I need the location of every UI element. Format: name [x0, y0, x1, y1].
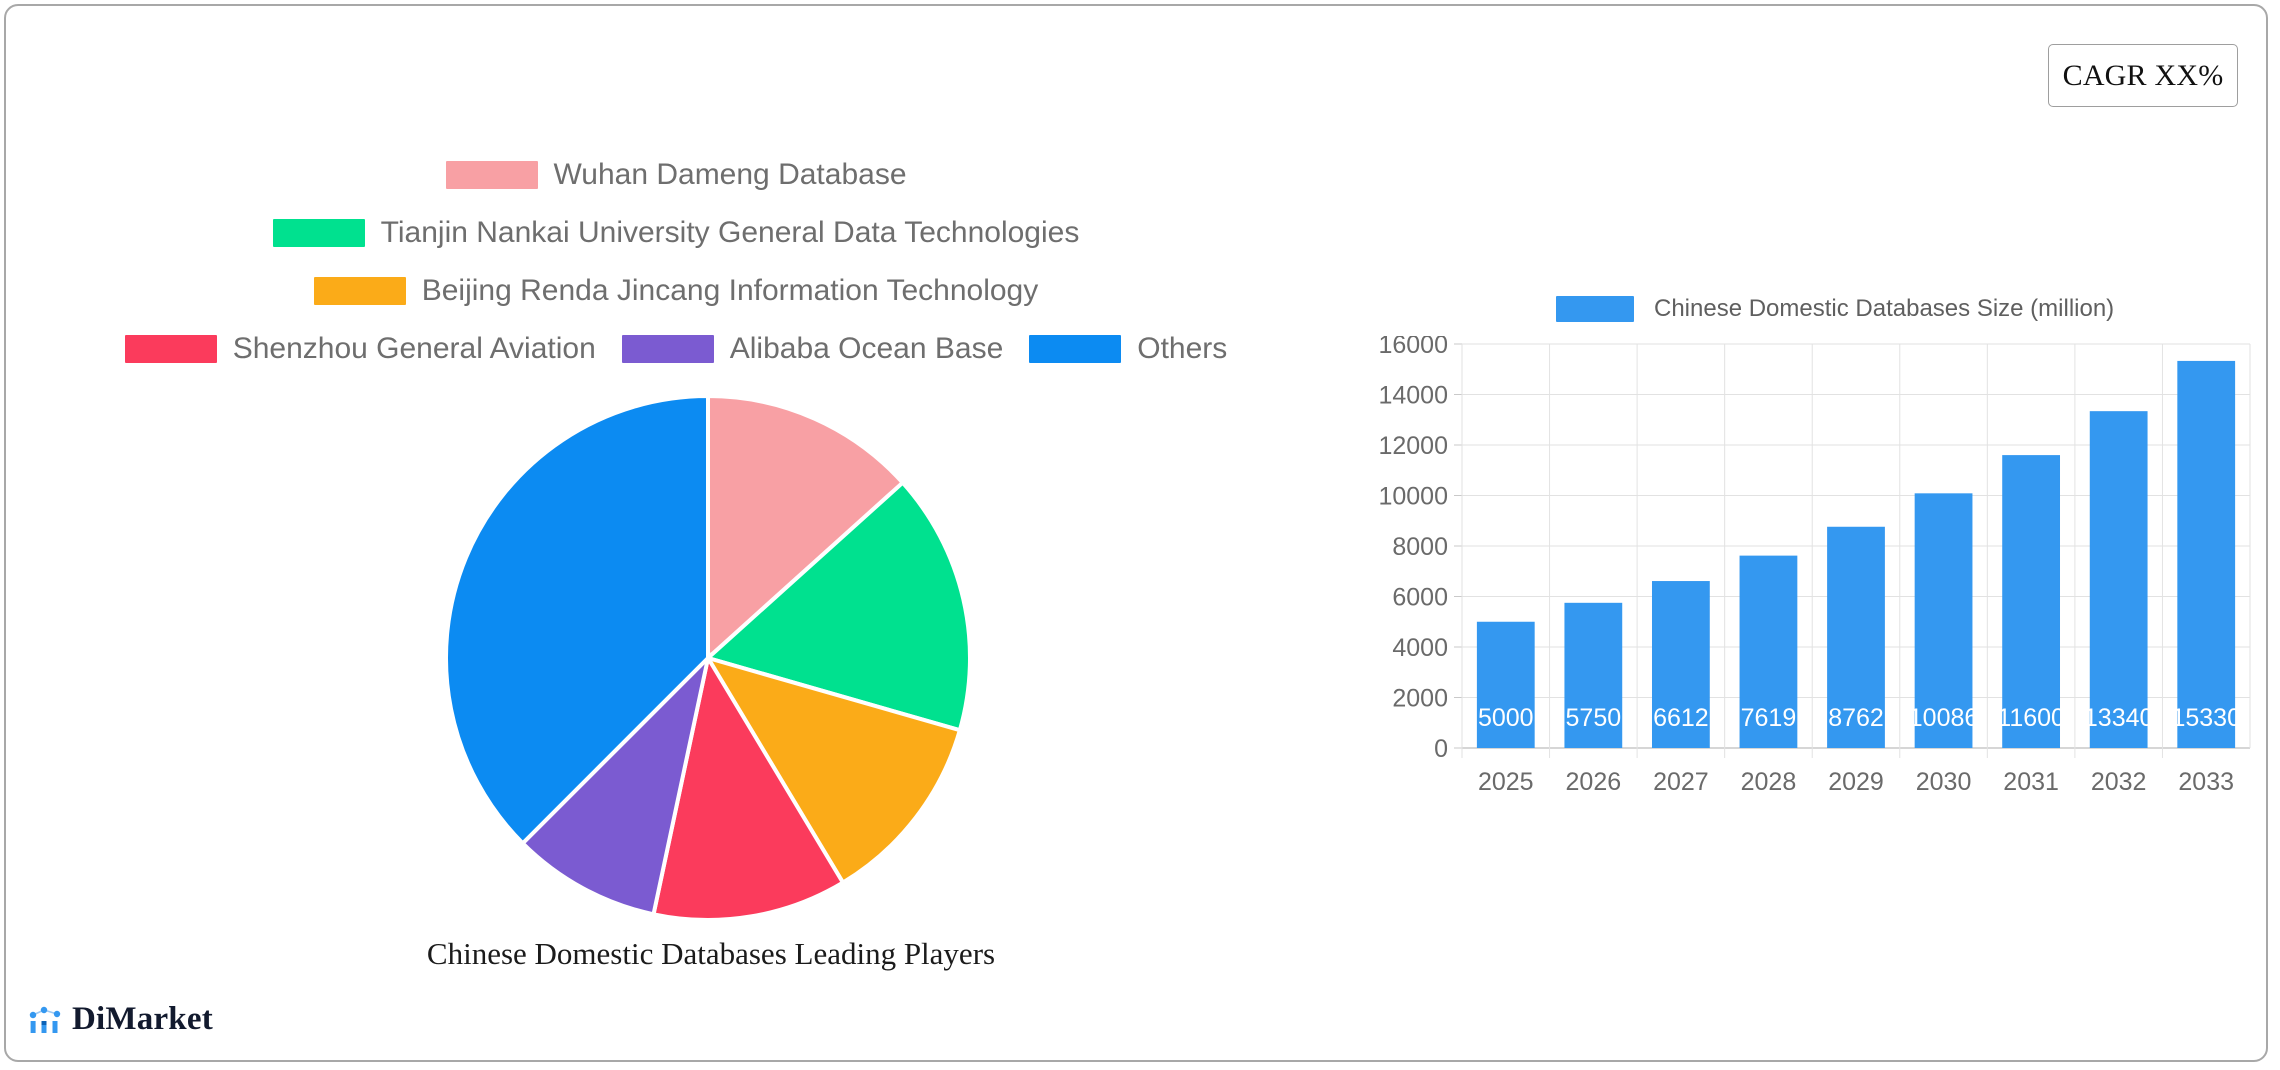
legend-swatch-icon: [313, 277, 406, 305]
bar-legend-label: Chinese Domestic Databases Size (million…: [1654, 295, 2115, 322]
y-axis-tick-label: 4000: [1392, 634, 1448, 662]
y-axis-tick-label: 12000: [1378, 432, 1448, 460]
legend-item-label: Wuhan Dameng Database: [553, 158, 907, 191]
y-axis-tick-label: 16000: [1378, 336, 1448, 359]
pie-slice[interactable]: [703, 654, 963, 886]
pie-legend-row: Shenzhou General Aviation Alibaba Ocean …: [46, 320, 1306, 378]
legend-item-label: Tianjin Nankai University General Data T…: [380, 216, 1080, 249]
legend-item-label: Others: [1137, 332, 1228, 365]
bar-value-label: 10086: [1909, 704, 1979, 732]
pie-legend-row: Wuhan Dameng Database: [46, 146, 1306, 204]
bar[interactable]: [1564, 602, 1623, 748]
pie-slice[interactable]: [651, 652, 846, 922]
bar[interactable]: [1914, 493, 1973, 748]
x-axis-tick-label: 2028: [1741, 768, 1797, 796]
bar[interactable]: [1739, 555, 1798, 748]
legend-item-label: Shenzhou General Aviation: [232, 332, 596, 365]
y-axis-tick-label: 2000: [1392, 685, 1448, 713]
legend-swatch-icon: [445, 161, 538, 189]
y-axis-tick-label: 0: [1434, 735, 1448, 763]
logo-text: DiMarket: [72, 1001, 213, 1037]
bar-value-label: 15330: [2171, 704, 2241, 732]
legend-swatch-icon: [124, 335, 217, 363]
x-axis-tick-label: 2033: [2178, 768, 2234, 796]
pie-slice[interactable]: [706, 393, 906, 663]
legend-item-beijing-renda-jincang[interactable]: Beijing Renda Jincang Information Techno…: [313, 274, 1039, 307]
cagr-badge: CAGR XX%: [2048, 44, 2238, 107]
pie-slice[interactable]: [703, 479, 972, 733]
bar-chart-svg[interactable]: 0 2000 4000 6000 8000 10000 12000 14000 16000 500…: [1366, 336, 2256, 836]
pie-legend: Wuhan Dameng Database Tianjin Nankai Uni…: [46, 146, 1306, 378]
x-axis-tick-label: 2031: [2003, 768, 2059, 796]
legend-swatch-icon: [1556, 296, 1634, 322]
bar[interactable]: [2177, 360, 2236, 748]
x-axis-tick-label: 2030: [1916, 768, 1972, 796]
cagr-label: CAGR XX%: [2062, 58, 2224, 92]
x-axis-tick-label: 2025: [1478, 768, 1534, 796]
bar[interactable]: [1476, 621, 1535, 748]
bar[interactable]: [1651, 581, 1710, 748]
legend-item-tianjin-nankai[interactable]: Tianjin Nankai University General Data T…: [272, 216, 1080, 249]
bar-chart-plot: 0 2000 4000 6000 8000 10000 12000 14000 16000 500…: [1366, 336, 2256, 836]
bar-value-label: 6612: [1653, 704, 1709, 732]
y-axis-tick-label: 10000: [1378, 483, 1448, 511]
bar-value-label: 7619: [1741, 704, 1797, 732]
pie-legend-row: Tianjin Nankai University General Data T…: [46, 204, 1306, 262]
pie-chart-title: Chinese Domestic Databases Leading Playe…: [426, 936, 996, 971]
dimarket-logo: DiMarket: [28, 1001, 213, 1038]
legend-item-others[interactable]: Others: [1029, 334, 1227, 364]
legend-item-wuhan-dameng-database[interactable]: Wuhan Dameng Database: [445, 158, 907, 191]
legend-item-label: Beijing Renda Jincang Information Techno…: [421, 274, 1039, 307]
bar-chart-legend[interactable]: Chinese Domestic Databases Size (million…: [1556, 296, 2114, 322]
bar-value-label: 8762: [1828, 704, 1884, 732]
pie-slice[interactable]: [519, 651, 712, 917]
y-axis-tick-label: 8000: [1392, 533, 1448, 561]
legend-item-shenzhou-general-aviation[interactable]: Shenzhou General Aviation: [124, 332, 596, 365]
legend-swatch-icon: [1029, 335, 1122, 363]
y-axis-tick-label: 6000: [1392, 584, 1448, 612]
bar[interactable]: [2089, 411, 2148, 748]
bar[interactable]: [2002, 455, 2061, 748]
pie-legend-row: Beijing Renda Jincang Information Techno…: [46, 262, 1306, 320]
x-axis-tick-label: 2032: [2091, 768, 2147, 796]
bar-value-label: 13340: [2084, 704, 2154, 732]
x-axis-tick-label: 2026: [1566, 768, 1622, 796]
bar-value-label: 5000: [1478, 704, 1534, 732]
bar-value-label: 11600: [1997, 704, 2065, 732]
legend-item-alibaba-ocean-base[interactable]: Alibaba Ocean Base: [621, 332, 1004, 365]
pie-slice[interactable]: [444, 393, 710, 847]
y-axis-tick-label: 14000: [1378, 382, 1448, 410]
pie-chart: [438, 388, 978, 928]
bar-chart-logo-icon: [29, 1006, 61, 1033]
legend-swatch-icon: [272, 219, 365, 247]
bar-chart: Chinese Domestic Databases Size (million…: [1366, 286, 2256, 826]
legend-swatch-icon: [621, 335, 714, 363]
pie-chart-svg[interactable]: [438, 388, 978, 928]
x-axis-tick-label: 2027: [1653, 768, 1709, 796]
bar-value-label: 5750: [1566, 704, 1622, 732]
bar[interactable]: [1827, 526, 1885, 748]
x-axis-tick-label: 2029: [1828, 768, 1884, 796]
legend-item-label: Alibaba Ocean Base: [729, 332, 1004, 365]
report-card: CAGR XX% Wuhan Dameng Database Tianjin N…: [4, 4, 2268, 1062]
